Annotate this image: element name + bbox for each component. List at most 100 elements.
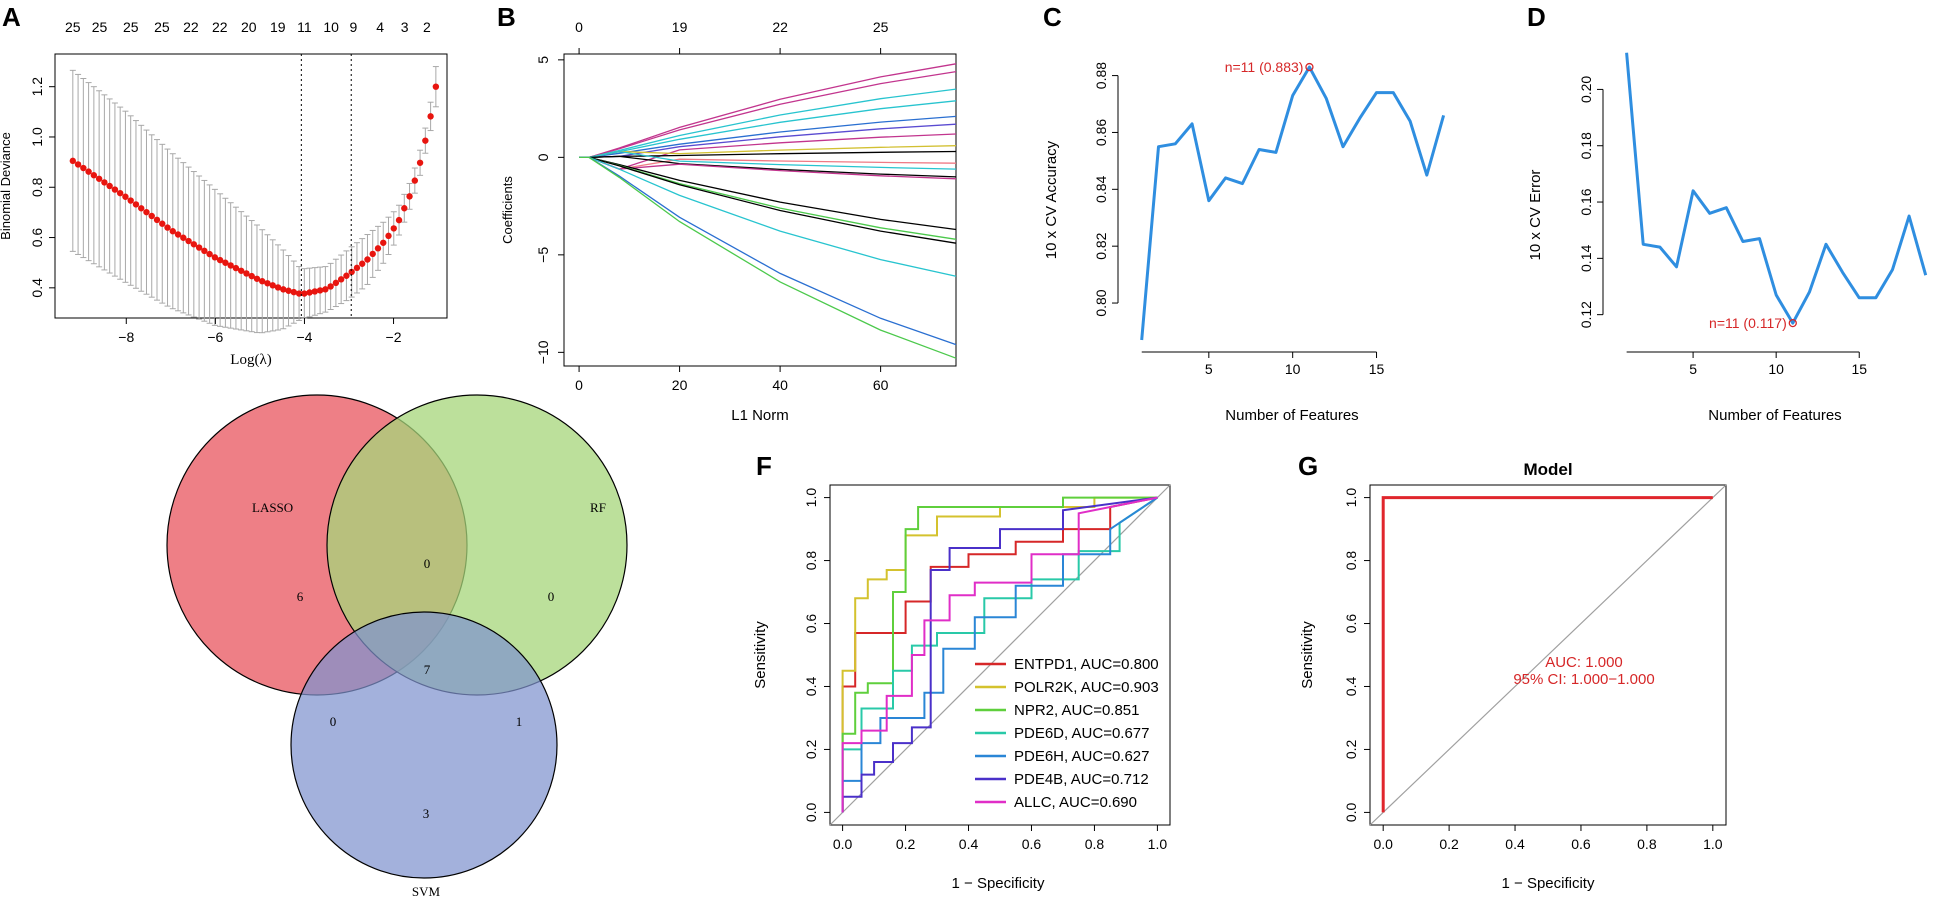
top-axis-label: 25 [873, 19, 889, 35]
y-tick-label: −10 [535, 340, 551, 364]
deviance-point [216, 256, 224, 264]
venn-count-lasso-rf: 0 [424, 556, 431, 571]
deviance-point [369, 250, 376, 258]
roc-curve [841, 496, 1158, 813]
y-tick-label: 0.16 [1578, 188, 1594, 215]
deviance-point [164, 224, 171, 231]
top-axis-label: 3 [401, 19, 409, 35]
deviance-point [274, 284, 282, 291]
y-tick-label: 0.14 [1578, 245, 1594, 272]
panel-c-axes: 5 10 15 0.80 0.82 0.84 0.86 0.88 [1093, 62, 1385, 377]
legend-label: POLR2K, AUC=0.903 [1014, 679, 1159, 696]
panel-label-f: F [756, 451, 772, 481]
x-tick-label: 0.8 [1085, 836, 1105, 852]
venn-count-rf-only: 0 [548, 589, 555, 604]
x-tick-label: 10 [1285, 361, 1301, 377]
deviance-point [343, 272, 350, 279]
deviance-point [327, 283, 334, 290]
deviance-point [148, 212, 155, 220]
x-tick-label: −6 [207, 329, 223, 345]
x-tick-label: 10 [1768, 361, 1784, 377]
y-tick-label: 0.12 [1578, 301, 1594, 328]
deviance-point [227, 262, 234, 269]
panel-label-c: C [1043, 2, 1062, 32]
y-tick-label: 0.88 [1093, 62, 1109, 89]
x-tick-label: 0 [575, 377, 583, 393]
x-tick-label: 5 [1205, 361, 1213, 377]
legend-label: PDE6H, AUC=0.627 [1014, 748, 1150, 765]
top-axis-label: 25 [154, 19, 170, 35]
legend-label: PDE4B, AUC=0.712 [1014, 771, 1149, 788]
venn-count-rf-svm: 1 [516, 714, 523, 729]
x-tick-label: −8 [118, 329, 134, 345]
deviance-point [185, 237, 192, 245]
top-axis-label: 22 [183, 19, 199, 35]
y-tick-label: 0.6 [803, 614, 819, 634]
deviance-point [432, 83, 440, 90]
y-tick-label: 1.0 [803, 488, 819, 508]
deviance-point [401, 205, 408, 212]
venn-label-svm: SVM [412, 884, 441, 898]
deviance-point [116, 189, 124, 197]
panel-e-venn: LASSO RF SVM 6 0 3 0 0 1 7 [166, 394, 628, 898]
panel-a-ylabel: Binomial Deviance [0, 132, 13, 240]
deviance-point [195, 244, 203, 251]
deviance-point [232, 264, 240, 272]
deviance-point [306, 289, 313, 296]
top-axis-label: 0 [575, 19, 583, 35]
panel-c-accuracy-line [1140, 62, 1446, 341]
x-tick-label: 0.2 [1439, 836, 1459, 852]
deviance-point [122, 193, 129, 200]
y-tick-label: 0.0 [803, 802, 819, 822]
panel-f-axes: 0.0 0.2 0.4 0.6 0.8 1.0 0.0 0.2 0.4 0.6 0.8 1.0 [803, 488, 1167, 852]
panel-g-roc-model: 0.0 0.2 0.4 0.6 0.8 1.0 0.0 0.2 0.4 0.6 0.8 1.0 Mod… [1299, 460, 1727, 892]
deviance-point [206, 250, 213, 258]
x-tick-label: 40 [772, 377, 788, 393]
deviance-point [422, 137, 429, 144]
roc-curve [841, 496, 1158, 813]
y-tick-label: 5 [535, 56, 551, 64]
deviance-point [406, 193, 413, 200]
y-tick-label: 0.0 [1343, 802, 1359, 822]
panel-g-title: Model [1523, 460, 1572, 479]
panel-label-d: D [1527, 2, 1546, 32]
x-tick-label: 1.0 [1148, 836, 1168, 852]
panel-d-xlabel: Number of Features [1708, 407, 1841, 424]
panel-b-y-ticks: −10 −5 0 5 [535, 56, 564, 364]
panel-label-g: G [1298, 451, 1318, 481]
top-axis-label: 11 [297, 19, 312, 35]
y-tick-label: 0.86 [1093, 119, 1109, 146]
deviance-point [285, 287, 292, 294]
panel-b-top-axis: 0 19 22 25 [575, 19, 889, 54]
legend-label: ENTPD1, AUC=0.800 [1014, 656, 1159, 673]
x-tick-label: −2 [386, 329, 402, 345]
x-tick-label: 0.8 [1637, 836, 1657, 852]
panel-a-y-ticks: 0.4 0.6 0.8 1.0 1.2 [29, 77, 55, 298]
deviance-point [385, 232, 392, 240]
y-tick-label: 1.0 [29, 127, 45, 147]
x-tick-label: 15 [1851, 361, 1867, 377]
top-axis-label: 2 [423, 19, 431, 35]
deviance-point [211, 254, 219, 261]
deviance-point [259, 278, 266, 285]
top-axis-label: 22 [212, 19, 228, 35]
panel-f-ylabel: Sensitivity [752, 621, 769, 689]
top-axis-label: 25 [92, 19, 108, 35]
deviance-point [143, 208, 150, 216]
deviance-point [106, 182, 113, 190]
deviance-point [243, 270, 250, 277]
x-tick-label: 0.6 [1571, 836, 1591, 852]
x-tick-label: 5 [1689, 361, 1697, 377]
deviance-point [127, 197, 134, 204]
coef-path-line [579, 156, 957, 346]
deviance-point [74, 161, 82, 168]
deviance-point [295, 290, 303, 297]
deviance-point [353, 264, 361, 272]
deviance-point [374, 245, 382, 252]
y-tick-label: 1.0 [1343, 488, 1359, 508]
diagonal-line [829, 484, 1171, 826]
top-axis-label: 9 [350, 19, 358, 35]
panel-c-xlabel: Number of Features [1225, 407, 1358, 424]
y-tick-label: 0.20 [1578, 76, 1594, 103]
panel-f-xlabel: 1 − Specificity [952, 875, 1045, 892]
